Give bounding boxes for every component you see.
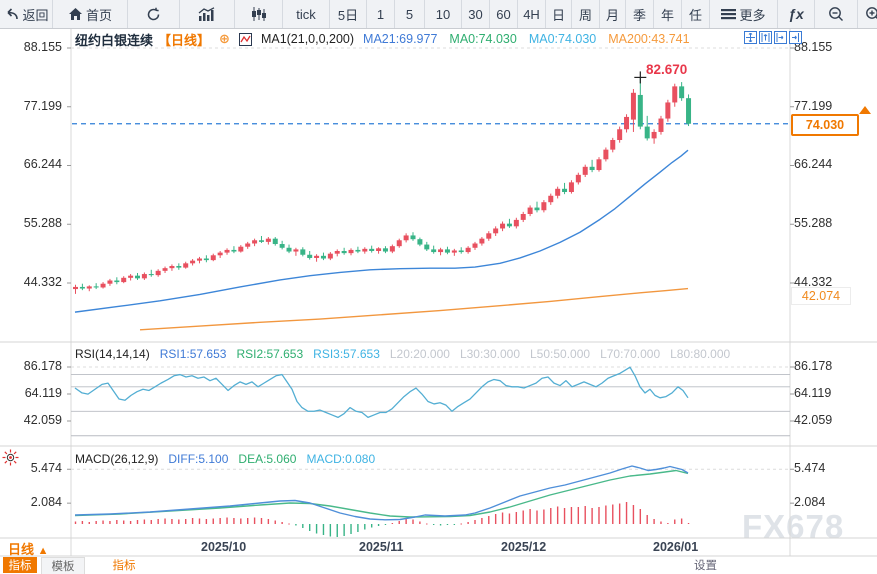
toolbar-home-button[interactable]: 首页	[53, 0, 128, 28]
back-arrow-icon	[3, 7, 19, 21]
rsi-axis-label-left: 64.119	[14, 386, 62, 400]
macd-value: DEA:5.060	[238, 452, 296, 466]
macd-value: DIFF:5.100	[168, 452, 228, 466]
macd-axis-label-left: 2.084	[14, 495, 62, 509]
toolbar-back-button[interactable]: 返回	[0, 0, 53, 28]
toolbar-quarter-button[interactable]: 季	[626, 0, 654, 28]
zoom-in-icon	[865, 6, 877, 22]
macd-axis-label-right: 5.474	[794, 461, 825, 475]
toolbar-tick-button[interactable]: tick	[283, 0, 330, 28]
macd-axis-label-right: 2.084	[794, 495, 825, 509]
refresh-icon	[146, 7, 161, 22]
rsi-axis-label-right: 64.119	[794, 386, 831, 400]
rsi-axis-label-left: 42.059	[14, 413, 62, 427]
settings-link[interactable]: 设置	[694, 557, 717, 573]
rsi-axis-label-right: 42.059	[794, 413, 832, 427]
price-axis-label-left: 66.244	[14, 157, 62, 171]
date-axis-label: 2025/10	[201, 540, 246, 554]
toolbar-month-button[interactable]: 月	[600, 0, 626, 28]
rsi-level-label: L80:80.000	[670, 347, 730, 361]
period-tag: 【日线】	[158, 30, 210, 49]
rsi-level-label: L30:30.000	[460, 347, 520, 361]
bottom-tab-templates[interactable]: 模板	[41, 557, 85, 574]
rsi-level-label: L70:70.000	[600, 347, 660, 361]
ma-value: MA21:69.977	[363, 32, 437, 46]
alert-sun-icon[interactable]	[2, 449, 19, 466]
toolbar-zoom-in-icon[interactable]	[858, 0, 877, 28]
toolbar-bar-chart-icon[interactable]	[180, 0, 235, 28]
rsi-title: RSI(14,14,14)	[75, 347, 150, 361]
high-price-annotation: 82.670	[646, 62, 687, 77]
macd-values: DIFF:5.100 DEA:5.060 MACD:0.080	[168, 452, 375, 466]
scroll-right-icon[interactable]	[774, 31, 787, 44]
symbol-name: 纽约白银连续	[75, 30, 153, 49]
toolbar-zoom-out-icon[interactable]	[815, 0, 858, 28]
toolbar-10m-button[interactable]: 10	[425, 0, 462, 28]
candlestick-icon	[251, 7, 267, 21]
macd-title: MACD(26,12,9)	[75, 452, 158, 466]
price-up-arrow-icon	[859, 106, 871, 114]
date-axis-label: 2025/11	[359, 540, 404, 554]
price-axis-label-left: 88.155	[14, 40, 62, 54]
rsi-axis-label-right: 86.178	[794, 359, 832, 373]
chart-tools	[744, 31, 802, 44]
ma-settings-label: MA1(21,0,0,200)	[261, 32, 354, 46]
rsi-value: RSI2:57.653	[236, 347, 303, 361]
toolbar-4h-button[interactable]: 4H	[518, 0, 546, 28]
period-tab-daily[interactable]: 日线 ▲	[8, 539, 49, 558]
toolbar-day-button[interactable]: 日	[546, 0, 572, 28]
date-axis-label: 2025/12	[501, 540, 546, 554]
macd-header: MACD(26,12,9) DIFF:5.100 DEA:5.060 MACD:0.…	[75, 452, 375, 466]
menu-icon	[721, 8, 736, 20]
price-axis-label-right: 77.199	[794, 99, 832, 113]
ma-values: MA21:69.977 MA0:74.030 MA0:74.030 MA200:43.…	[363, 32, 690, 46]
add-to-watchlist-icon[interactable]: ⊕	[219, 31, 230, 47]
toolbar-fx-button[interactable]: ƒx	[778, 0, 815, 28]
price-axis-label-left: 44.332	[14, 275, 62, 289]
toolbar-year-button[interactable]: 年	[654, 0, 682, 28]
price-axis-label-right: 55.288	[794, 216, 832, 230]
axis-scale-icon[interactable]	[759, 31, 772, 44]
toolbar-5m-button[interactable]: 5	[395, 0, 425, 28]
macd-axis-label-left: 5.474	[14, 461, 62, 475]
rsi-value: RSI3:57.653	[313, 347, 380, 361]
toolbar-more-button[interactable]: 更多	[710, 0, 778, 28]
macd-value: MACD:0.080	[306, 452, 375, 466]
zoom-out-icon	[828, 6, 844, 22]
rsi-header: RSI(14,14,14) RSI1:57.653 RSI2:57.653 RSI3…	[75, 347, 730, 361]
toolbar-candlestick-icon[interactable]	[235, 0, 283, 28]
price-axis-label-right: 66.244	[794, 157, 832, 171]
toolbar-60m-button[interactable]: 60	[490, 0, 518, 28]
ma-value: MA0:74.030	[529, 32, 596, 46]
rsi-levels: L20:20.000 L30:30.000 L50:50.000 L70:70.000…	[390, 347, 730, 361]
toolbar-5d-button[interactable]: 5日	[330, 0, 367, 28]
secondary-price-badge: 42.074	[791, 287, 851, 305]
bottom-tab-indicators[interactable]: 指标	[3, 557, 37, 573]
crosshair-icon[interactable]	[744, 31, 757, 44]
toolbar-30m-button[interactable]: 30	[462, 0, 490, 28]
mini-chart-icon[interactable]	[239, 33, 252, 46]
go-latest-icon[interactable]	[789, 31, 802, 44]
toolbar-refresh-icon[interactable]	[128, 0, 180, 28]
rsi-axis-label-left: 86.178	[14, 359, 62, 373]
date-axis-label: 2026/01	[653, 540, 698, 554]
home-icon	[68, 7, 83, 21]
toolbar-custom-button[interactable]: 任	[682, 0, 710, 28]
price-axis-label-left: 55.288	[14, 216, 62, 230]
rsi-level-label: L50:50.000	[530, 347, 590, 361]
bottom-tab-indicators-2[interactable]: 指标	[103, 557, 145, 573]
ma-value: MA200:43.741	[608, 32, 689, 46]
ma-value: MA0:74.030	[449, 32, 516, 46]
current-price-badge: 74.030	[791, 114, 859, 136]
toolbar-week-button[interactable]: 周	[572, 0, 600, 28]
bar-chart-icon	[198, 7, 216, 21]
toolbar-1m-button[interactable]: 1	[367, 0, 395, 28]
chart-header: 纽约白银连续 【日线】 ⊕ MA1(21,0,0,200) MA21:69.97…	[75, 31, 690, 47]
rsi-values: RSI1:57.653 RSI2:57.653 RSI3:57.653	[160, 347, 380, 361]
rsi-value: RSI1:57.653	[160, 347, 227, 361]
caret-up-icon: ▲	[38, 545, 49, 557]
rsi-level-label: L20:20.000	[390, 347, 450, 361]
price-axis-label-left: 77.199	[14, 99, 62, 113]
